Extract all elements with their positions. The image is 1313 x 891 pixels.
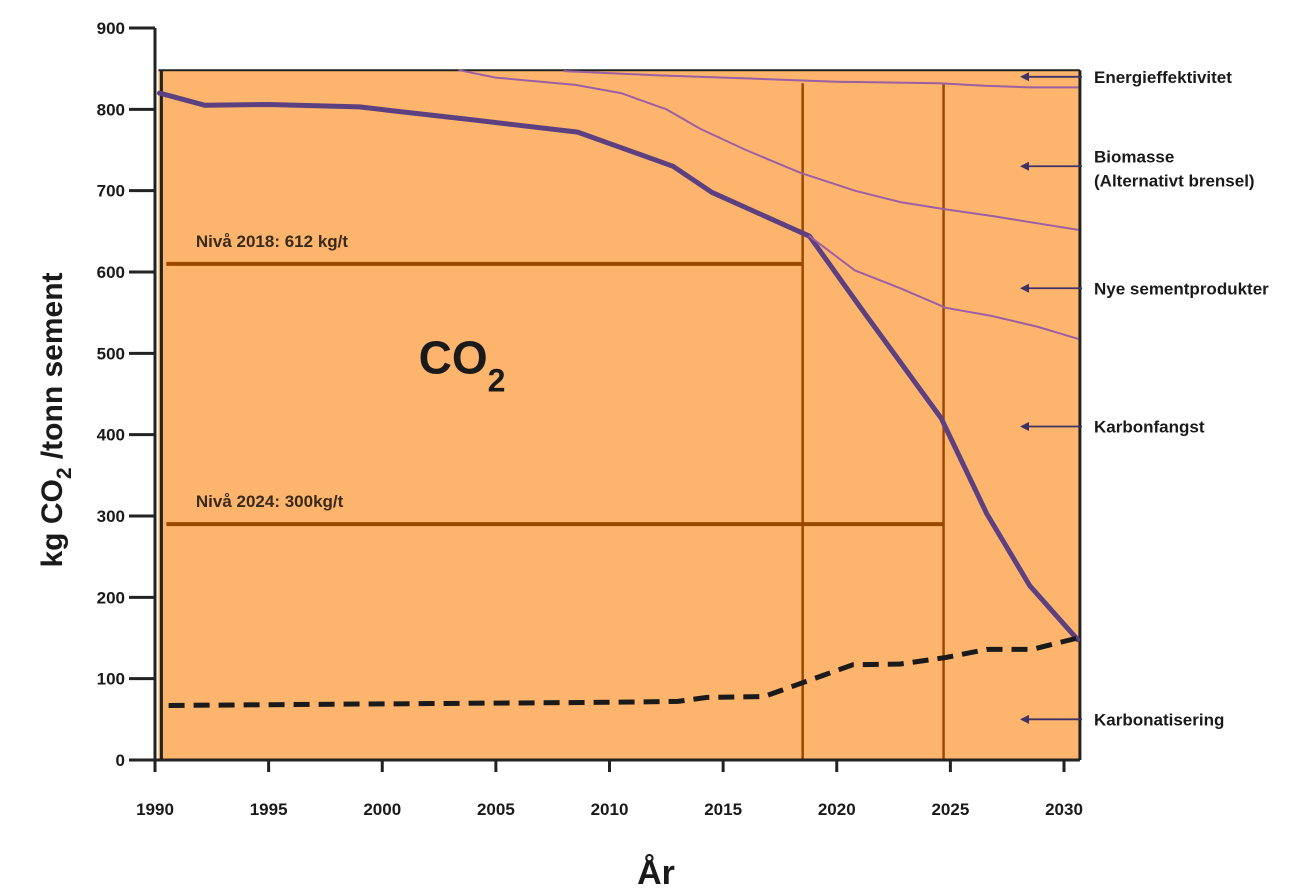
series-line-biomasse-grense	[458, 69, 802, 174]
x-axis-title: År	[637, 854, 675, 891]
series-line-karbonfangst-grense	[808, 235, 1079, 340]
series-line-karbonatisering	[168, 635, 1079, 708]
y-tick-label: 100	[97, 670, 125, 689]
side-arrow-head	[1020, 161, 1029, 171]
y-tick-label: 800	[97, 100, 125, 119]
plot-area-layer	[158, 69, 1082, 760]
y-tick-label: 400	[97, 426, 125, 445]
plot-background	[158, 70, 1080, 760]
side-arrow-head	[1020, 283, 1029, 293]
x-tick-label: 2015	[704, 800, 742, 819]
y-tick-label: 0	[116, 751, 125, 770]
y-tick-label: 700	[97, 182, 125, 201]
x-tick-label: 1990	[136, 800, 174, 819]
side-label: (Alternativt brensel)	[1094, 171, 1255, 190]
side-arrow-head	[1020, 422, 1029, 432]
x-tick-label: 2010	[591, 800, 629, 819]
series-line-energieffektivitet-grense	[563, 70, 1079, 89]
y-tick-label: 300	[97, 507, 125, 526]
side-label: Karbonatisering	[1094, 710, 1224, 729]
reference-level-label: Nivå 2024: 300kg/t	[196, 492, 344, 511]
side-label: Biomasse	[1094, 147, 1174, 166]
side-label: Nye sementprodukter	[1094, 279, 1269, 298]
y-tick-label: 600	[97, 263, 125, 282]
x-tick-label: 2020	[818, 800, 856, 819]
reference-level-label: Nivå 2018: 612 kg/t	[196, 232, 348, 251]
side-arrow-head	[1020, 714, 1029, 724]
y-tick-label: 200	[97, 588, 125, 607]
x-tick-label: 2025	[931, 800, 969, 819]
side-labels-layer: Energieffektivitet Biomasse (Alternativt b…	[1020, 68, 1269, 729]
co2-center-label: CO2	[419, 332, 506, 399]
y-tick-label: 900	[97, 19, 125, 38]
x-tick-label: 1995	[250, 800, 288, 819]
side-label: Energieffektivitet	[1094, 68, 1232, 87]
x-tick-label: 2005	[477, 800, 515, 819]
series-line-nye-sementprodukter-grense	[799, 171, 1079, 231]
x-tick-label: 2030	[1045, 800, 1083, 819]
y-tick-label: 500	[97, 344, 125, 363]
y-axis-title: kg CO2 /tonn sement	[36, 272, 76, 567]
axes-layer: 0 100 200 300 400 500 600 700 800 900 1990 1995 2000…	[97, 19, 1083, 819]
side-arrow-head	[1020, 72, 1029, 82]
series-line-utslipp	[157, 90, 1081, 643]
x-tick-label: 2000	[363, 800, 401, 819]
side-label: Karbonfangst	[1094, 418, 1205, 437]
series-layer	[157, 69, 1081, 708]
